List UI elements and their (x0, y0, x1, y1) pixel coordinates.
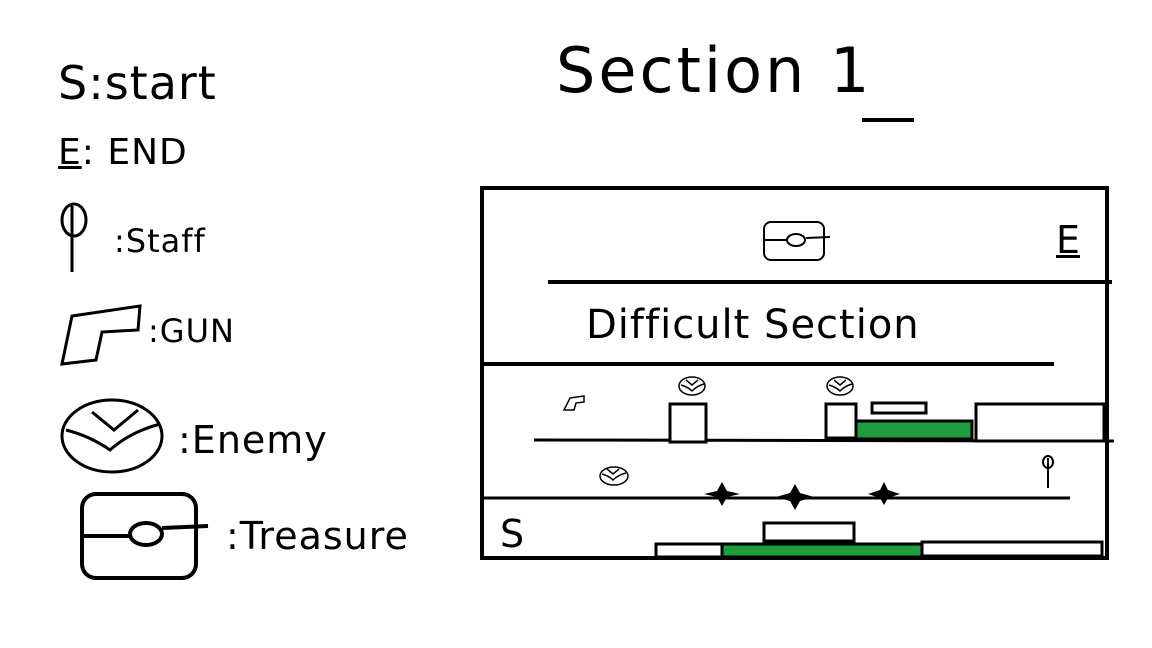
legend-staff: :Staff (114, 222, 206, 260)
legend-treasure-label: :Treasure (226, 514, 409, 558)
block (668, 402, 708, 444)
legend-start: S:start (58, 56, 217, 110)
map-enemy-icon (826, 376, 854, 396)
staff-icon (60, 202, 88, 272)
end-marker: E (1056, 218, 1080, 262)
legend-end: E: END (58, 132, 188, 173)
floating-platform (870, 401, 928, 415)
legend-gun: :GUN (148, 312, 235, 350)
legend-start-label: :start (88, 56, 217, 110)
start-marker-text: S (500, 512, 525, 556)
legend-start-symbol: S (58, 56, 89, 110)
legend-enemy-label: :Enemy (178, 418, 328, 462)
map-staff-icon (1042, 455, 1054, 488)
spike-icon (868, 482, 900, 505)
green-platform (720, 542, 924, 559)
legend-gun-label: :GUN (148, 312, 235, 350)
title-underline (862, 118, 914, 122)
legend-end-label: : END (81, 132, 188, 173)
block (824, 402, 858, 440)
map-treasure-icon (763, 221, 831, 261)
start-marker: S (500, 512, 524, 556)
green-platform (854, 419, 974, 441)
map-enemy-icon (599, 466, 629, 486)
difficult-section-text: Difficult Section (586, 302, 920, 348)
spike-icon (776, 484, 814, 510)
block (974, 402, 1106, 443)
treasure-icon (80, 492, 209, 580)
block (654, 542, 724, 559)
end-marker-text: E (1056, 218, 1081, 262)
enemy-icon (60, 398, 164, 474)
legend-enemy: :Enemy (178, 418, 328, 462)
gun-icon (60, 304, 142, 366)
block (920, 540, 1104, 558)
legend-treasure: :Treasure (226, 514, 409, 558)
floating-platform (762, 521, 856, 543)
map-enemy-icon (678, 376, 706, 396)
difficult-section-label: Difficult Section (586, 302, 920, 348)
legend-staff-label: :Staff (114, 222, 206, 260)
spike-icon (704, 482, 740, 506)
map-gun-icon (562, 395, 585, 411)
page-title: Section 1 (556, 34, 873, 107)
legend-end-symbol: E (58, 132, 82, 173)
page-title-text: Section 1 (556, 34, 873, 107)
